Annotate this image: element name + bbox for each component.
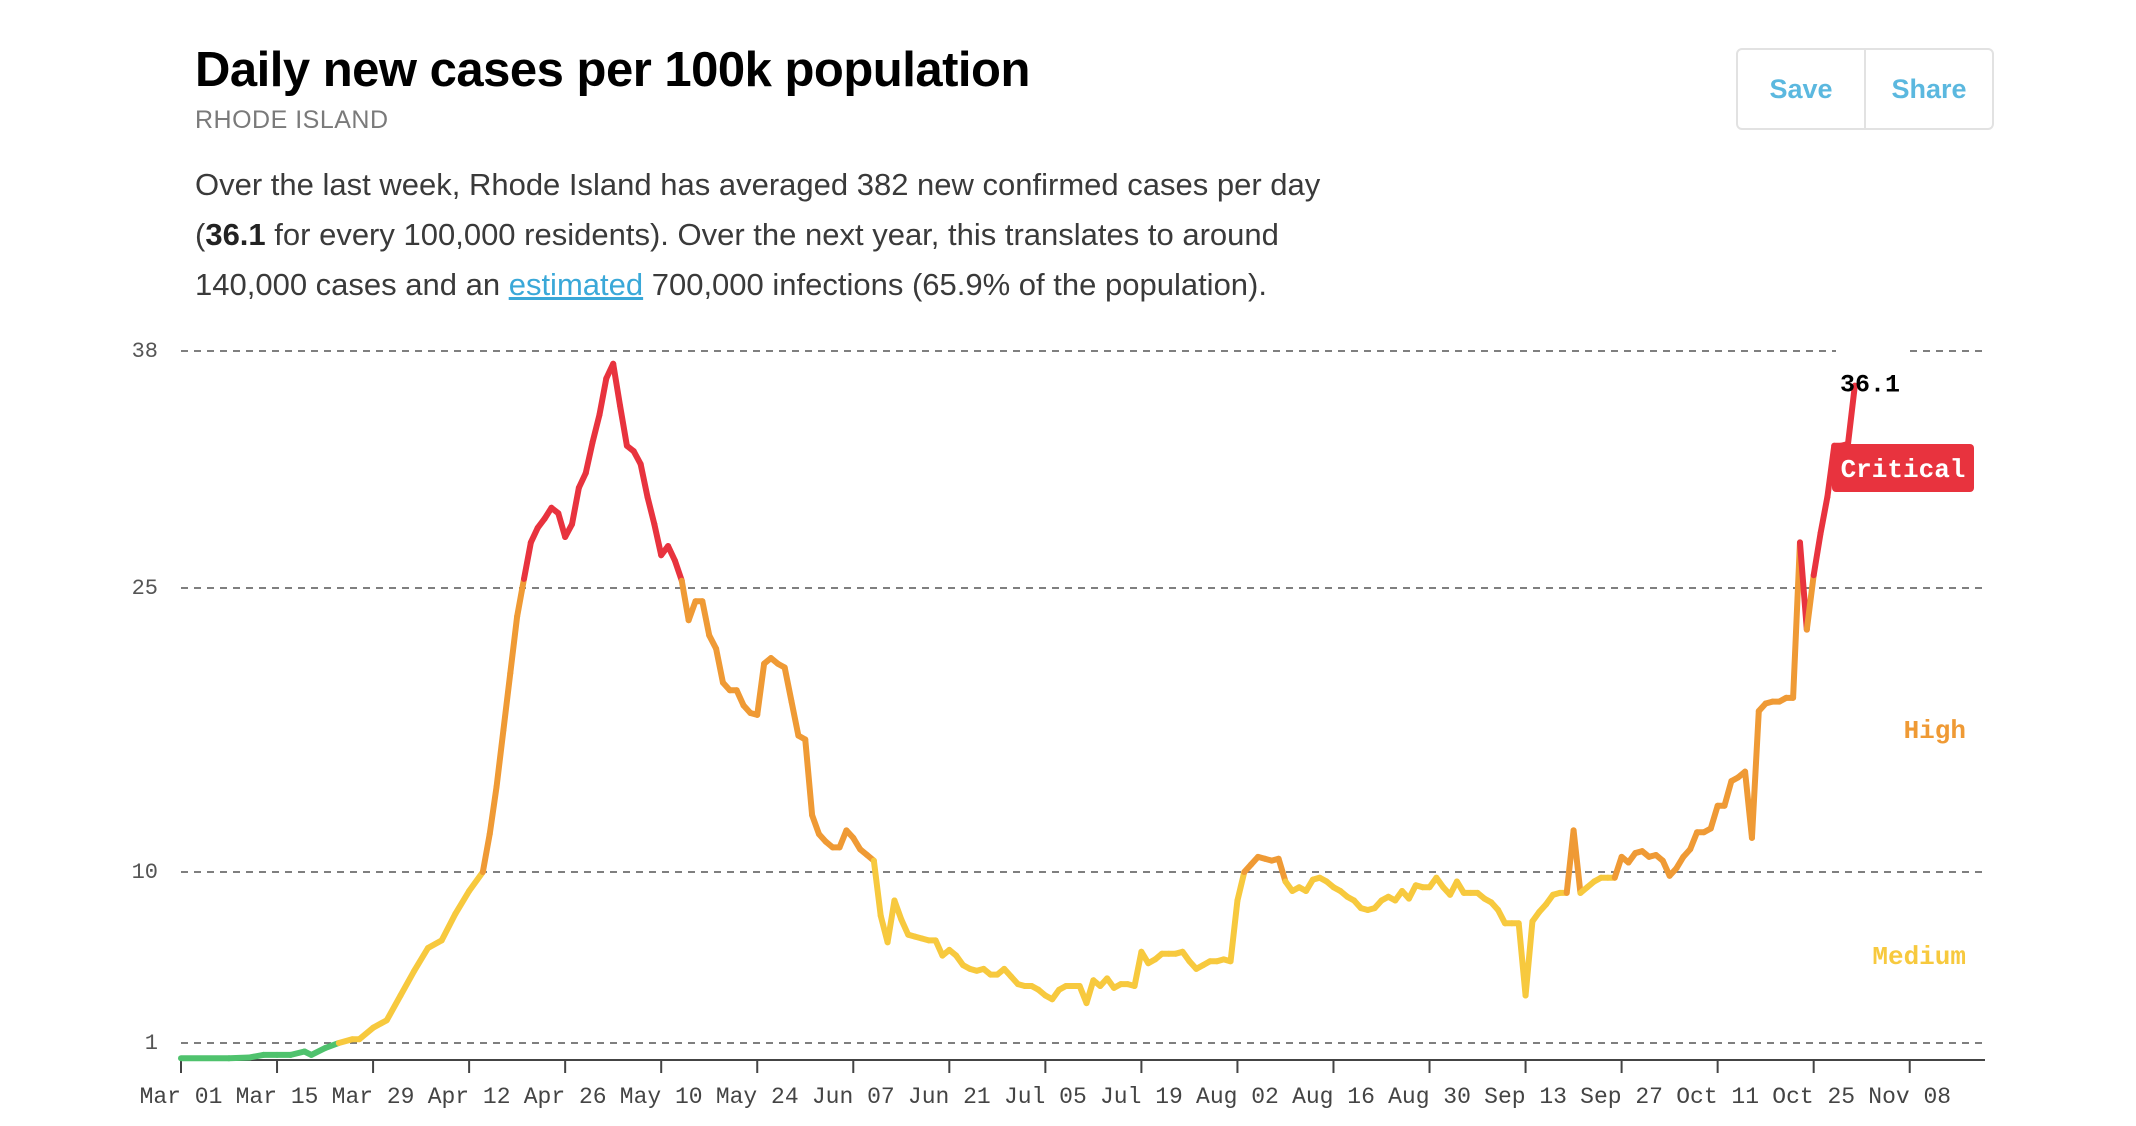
action-button-group: Save Share (1736, 48, 1994, 130)
line-segment (651, 521, 665, 559)
summary-part-3: 700,000 infections (65.9% of the populat… (643, 267, 1267, 302)
line-segment (1817, 493, 1831, 537)
y-tick-label: 10 (132, 860, 158, 885)
x-tick-label: Aug 02 (1196, 1084, 1279, 1110)
line-segment (1803, 572, 1817, 633)
save-button[interactable]: Save (1769, 73, 1833, 104)
summary-part-1: Over the last week, Rhode Island has ave… (195, 167, 1321, 252)
line-segment (589, 411, 603, 446)
line-segment (671, 557, 685, 584)
share-button[interactable]: Share (1864, 50, 1992, 128)
x-tick-label: Aug 30 (1388, 1084, 1471, 1110)
critical-label: Critical (1841, 455, 1966, 485)
line-segment (678, 577, 692, 624)
line-segment (617, 402, 630, 449)
estimated-link[interactable]: estimated (508, 267, 644, 302)
summary-bold-value: 36.1 (205, 217, 266, 252)
last-value-label: 36.1 (1840, 371, 1900, 400)
critical-badge (1832, 444, 1974, 492)
line-segment (891, 897, 905, 923)
line-segment (466, 869, 486, 894)
line-segment (1522, 918, 1536, 999)
line-segment (500, 670, 514, 733)
x-tick-label: Sep 27 (1580, 1084, 1663, 1110)
x-tick-label: Mar 01 (140, 1084, 223, 1110)
line-segment (438, 910, 459, 944)
line-segment (1790, 539, 1803, 701)
x-tick-label: Oct 11 (1676, 1084, 1759, 1110)
label-bg (1836, 345, 1908, 359)
line-segment (802, 736, 816, 819)
x-tick-label: Apr 12 (428, 1084, 511, 1110)
x-tick-label: Nov 08 (1868, 1084, 1951, 1110)
x-tick-label: Sep 13 (1484, 1084, 1567, 1110)
line-segment (411, 945, 431, 974)
line-segment (1707, 802, 1721, 832)
x-tick-label: Mar 29 (332, 1084, 415, 1110)
x-tick-label: Aug 16 (1292, 1084, 1375, 1110)
line-segment (754, 660, 768, 718)
x-tick-label: Jun 07 (812, 1084, 895, 1110)
x-tick-label: Jul 19 (1100, 1084, 1183, 1110)
x-tick-label: Jul 05 (1004, 1084, 1087, 1110)
x-tick-label: Jun 21 (908, 1084, 991, 1110)
summary-part-2: for every 100,000 residents). Over the n… (195, 217, 1279, 302)
x-tick-label: Mar 15 (236, 1084, 319, 1110)
line-segment (870, 857, 884, 919)
y-tick-label: 25 (132, 576, 158, 601)
line-segment (582, 439, 596, 477)
line-segment (226, 1054, 253, 1062)
page-title: Daily new cases per 100k population (195, 43, 1030, 97)
y-tick-label: 38 (132, 339, 158, 364)
line-segment (479, 831, 493, 875)
high-label: High (1904, 716, 1966, 746)
y-tick-label: 1 (145, 1031, 158, 1056)
line-segment (397, 967, 418, 999)
line-segment (788, 698, 802, 739)
line-segment (507, 613, 521, 677)
line-segment (685, 598, 699, 624)
line-segment (1227, 897, 1241, 965)
line-segment (699, 598, 713, 639)
line-segment (884, 897, 898, 946)
line-segment (569, 484, 582, 528)
line-segment (1687, 829, 1701, 853)
line-segment (1611, 853, 1625, 881)
line-segment (1844, 382, 1858, 447)
line-segment (644, 493, 658, 528)
line-segment (514, 575, 527, 620)
line-segment (452, 888, 473, 917)
line-segment (610, 360, 624, 409)
x-tick-label: May 10 (620, 1084, 703, 1110)
line-segment (383, 992, 404, 1024)
line-segment (1570, 827, 1584, 896)
medium-label: Medium (1872, 942, 1966, 972)
x-tick-label: May 24 (716, 1084, 799, 1110)
summary-text: Over the last week, Rhode Island has ave… (195, 160, 1395, 310)
x-tick-label: Oct 25 (1772, 1084, 1855, 1110)
line-segment (1810, 530, 1824, 579)
region-subtitle: RHODE ISLAND (195, 106, 389, 134)
line-segment (486, 783, 500, 838)
line-segment (521, 539, 534, 582)
line-segment (1721, 778, 1735, 809)
line-segment (1748, 708, 1762, 841)
line-segment (596, 375, 610, 418)
line-segment (1131, 948, 1145, 989)
line-segment (809, 812, 822, 838)
line-segment (493, 727, 507, 790)
line-segment (1234, 869, 1248, 904)
line-segment (713, 645, 726, 686)
line-segment (1083, 977, 1097, 1007)
line-segment (1275, 855, 1289, 885)
line-segment (637, 461, 651, 500)
line-segment (781, 664, 795, 705)
x-tick-label: Apr 26 (524, 1084, 607, 1110)
